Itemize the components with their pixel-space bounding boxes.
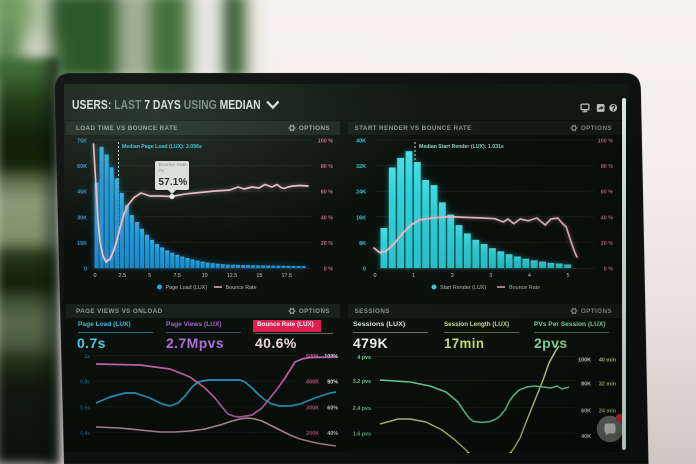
svg-text:2.4 pvs: 2.4 pvs — [353, 406, 371, 412]
svg-text:3: 3 — [489, 273, 492, 279]
svg-text:20 %: 20 % — [321, 241, 333, 247]
svg-text:1: 1 — [412, 273, 415, 279]
svg-text:80 %: 80 % — [601, 164, 613, 170]
svg-text:60 %: 60 % — [321, 190, 333, 196]
svg-text:5: 5 — [567, 273, 570, 279]
svg-text:32K: 32K — [356, 164, 366, 170]
svg-text:60 %: 60 % — [601, 190, 613, 196]
svg-text:0.4s: 0.4s — [80, 431, 90, 437]
svg-text:80K: 80K — [581, 382, 591, 388]
svg-text:15K: 15K — [77, 241, 87, 247]
svg-text:2: 2 — [451, 273, 454, 279]
svg-text:40 %: 40 % — [601, 215, 613, 221]
svg-text:0.8s: 0.8s — [80, 380, 90, 386]
svg-text:100 %: 100 % — [318, 139, 333, 145]
svg-text:40 %: 40 % — [321, 215, 333, 221]
svg-text:15: 15 — [256, 273, 262, 279]
svg-text:30K: 30K — [77, 215, 87, 221]
svg-text:0 %: 0 % — [604, 267, 613, 273]
svg-text:80%: 80% — [327, 380, 338, 386]
svg-text:60%: 60% — [327, 405, 338, 411]
svg-text:Median Page Load (LUX): 2.056s: Median Page Load (LUX): 2.056s — [122, 144, 202, 150]
svg-text:0: 0 — [374, 273, 377, 279]
svg-text:0.6s: 0.6s — [80, 405, 90, 411]
svg-text:0: 0 — [363, 267, 366, 273]
svg-text:0: 0 — [94, 273, 97, 279]
svg-text:Median Start Render (LUX): 1.0: Median Start Render (LUX): 1.031s — [419, 144, 504, 150]
svg-text:75K: 75K — [77, 139, 87, 145]
svg-text:8K: 8K — [359, 241, 366, 247]
svg-text:12.5: 12.5 — [227, 273, 238, 279]
svg-text:24 min: 24 min — [599, 409, 616, 415]
svg-text:1.6 pvs: 1.6 pvs — [353, 432, 371, 438]
svg-text:5: 5 — [148, 273, 151, 279]
svg-text:3.2 pvs: 3.2 pvs — [353, 379, 371, 385]
svg-text:1s: 1s — [85, 354, 91, 360]
svg-text:0: 0 — [84, 267, 87, 273]
svg-text:40 min: 40 min — [599, 358, 616, 364]
svg-text:10: 10 — [202, 273, 208, 279]
svg-text:Start Render (LUX): Start Render (LUX) — [440, 285, 486, 291]
svg-text:45K: 45K — [77, 190, 87, 196]
svg-text:24K: 24K — [356, 190, 366, 196]
svg-text:300K: 300K — [306, 405, 319, 411]
svg-text:Bounce Rate: Bounce Rate — [226, 285, 257, 291]
svg-text:400K: 400K — [306, 380, 319, 386]
svg-text:17.5: 17.5 — [282, 273, 293, 279]
svg-text:80 %: 80 % — [321, 164, 333, 170]
svg-text:40K: 40K — [581, 434, 591, 440]
svg-text:4 pvs: 4 pvs — [357, 355, 371, 361]
svg-text:200K: 200K — [306, 431, 319, 437]
svg-text:40K: 40K — [356, 139, 366, 145]
svg-text:100K: 100K — [578, 358, 591, 364]
svg-text:16K: 16K — [356, 215, 366, 221]
svg-text:40%: 40% — [327, 431, 338, 437]
svg-text:60K: 60K — [581, 409, 591, 415]
svg-text:Bounce Rate: Bounce Rate — [509, 285, 540, 291]
svg-text:100 %: 100 % — [598, 139, 613, 145]
svg-text:2.5: 2.5 — [119, 273, 127, 279]
svg-text:60K: 60K — [77, 164, 87, 170]
svg-text:Page Load (LUX): Page Load (LUX) — [166, 285, 208, 291]
svg-text:7.5: 7.5 — [173, 273, 181, 279]
svg-text:20 %: 20 % — [601, 241, 613, 247]
svg-text:4: 4 — [528, 273, 531, 279]
svg-text:32 min: 32 min — [599, 382, 616, 388]
svg-text:0 %: 0 % — [324, 267, 333, 273]
